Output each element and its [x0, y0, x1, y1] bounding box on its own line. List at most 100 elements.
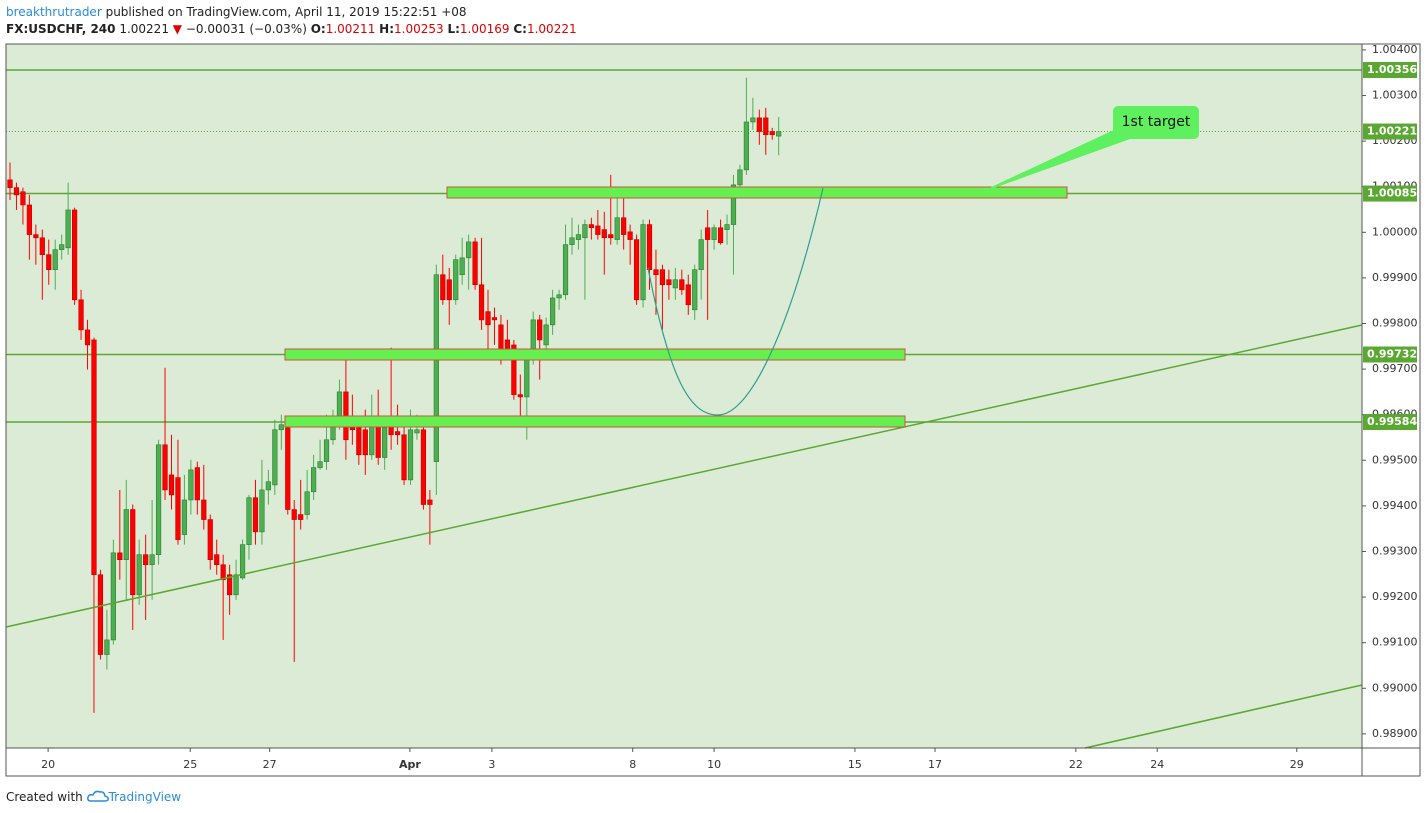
y-tick-label: 0.99000: [1372, 681, 1418, 694]
down-arrow: ▼: [172, 22, 183, 36]
price-label: 1.00085: [1367, 187, 1417, 200]
price-label: 1.00356: [1367, 63, 1417, 76]
candle-body: [685, 284, 691, 306]
x-tick-label: 24: [1150, 758, 1164, 771]
x-tick-label: 15: [848, 758, 862, 771]
candle-body: [394, 431, 401, 436]
candle-body: [46, 254, 52, 270]
x-tick-label: 17: [928, 758, 942, 771]
candle-body: [420, 429, 427, 505]
candle-body: [143, 554, 149, 566]
x-tick-label: 20: [41, 758, 55, 771]
candle-body: [298, 514, 304, 520]
frame: [5, 43, 1421, 777]
candle-body: [646, 224, 653, 270]
candle-body: [311, 467, 317, 493]
candle-body: [491, 317, 498, 321]
y-tick-label: 0.99300: [1372, 544, 1418, 557]
x-tick-label: 29: [1290, 758, 1304, 771]
candle-body: [711, 227, 717, 240]
candle-body: [679, 279, 685, 291]
price-label: 0.99584: [1367, 415, 1417, 428]
candle-body: [453, 259, 459, 301]
candle-body: [233, 574, 239, 596]
plot-background: [6, 44, 1362, 748]
candle-body: [362, 429, 368, 456]
candle-body: [743, 121, 749, 171]
ohlc-value: 1.00169: [459, 22, 510, 36]
x-tick-label: 8: [629, 758, 636, 771]
zone: [446, 186, 1068, 199]
ohlc-value: 1.00211: [325, 22, 376, 36]
x-tick-label: Apr: [399, 758, 421, 771]
last: 1.00221: [119, 22, 169, 36]
candle-body: [608, 234, 614, 239]
candle-body: [756, 117, 762, 132]
candle-body: [33, 234, 39, 239]
y-tick-label: 0.99900: [1372, 271, 1418, 284]
footer-text: Created with: [6, 790, 83, 804]
candle-body: [524, 359, 530, 398]
candle-body: [698, 239, 704, 270]
candle-body: [511, 344, 517, 395]
candle-body: [601, 229, 607, 239]
candle-body: [562, 244, 569, 296]
drawings: 1st target: [5, 106, 1363, 749]
y-tick-label: 0.99200: [1372, 590, 1418, 603]
curve: [647, 187, 824, 416]
candle-body: [26, 204, 32, 235]
axes: 1.004001.003001.002001.001001.000000.999…: [41, 43, 1417, 771]
candle-body: [614, 217, 620, 240]
candle-body: [227, 574, 233, 596]
trend-line: [1084, 684, 1363, 749]
chart: 1st target 1.004001.003001.002001.001001…: [5, 43, 1421, 777]
candle-body: [130, 509, 136, 596]
candle-body: [323, 439, 330, 462]
symbol: FX:USDCHF, 240: [6, 22, 116, 36]
candle-body: [181, 499, 188, 535]
header-line: FX:USDCHF, 240 1.00221 ▼ −0.00031 (−0.03…: [6, 21, 577, 38]
candle-body: [220, 564, 226, 581]
y-tick-label: 1.00400: [1372, 43, 1418, 56]
y-tick-label: 0.99400: [1372, 499, 1418, 512]
author[interactable]: breakthrutrader: [6, 5, 102, 19]
candle-body: [640, 224, 646, 301]
candle-body: [285, 427, 291, 510]
x-tick-label: 22: [1069, 758, 1083, 771]
candle-body: [265, 481, 271, 491]
price-label: 1.00221: [1367, 125, 1417, 138]
candle-body: [485, 311, 491, 326]
candle-body: [317, 461, 323, 468]
candle-body: [259, 489, 265, 533]
candle-body: [39, 237, 45, 255]
candle-body: [194, 467, 200, 501]
header: breakthrutrader published on TradingView…: [6, 4, 577, 38]
y-tick-label: 0.99100: [1372, 636, 1418, 649]
zone: [284, 348, 906, 361]
candle-body: [659, 269, 666, 286]
brand[interactable]: TradingView: [108, 790, 182, 804]
header-line: breakthrutrader published on TradingView…: [6, 4, 577, 21]
price-label-box: [1363, 61, 1417, 78]
candle-body: [239, 544, 246, 579]
candle-body: [478, 284, 485, 321]
candle-body: [621, 217, 627, 235]
candle-body: [123, 509, 129, 560]
candle-body: [672, 279, 678, 289]
candle-body: [52, 249, 58, 270]
candle-body: [769, 131, 775, 136]
candle-body: [201, 499, 207, 520]
candle-body: [627, 231, 633, 240]
candle-body: [356, 424, 362, 456]
candle-body: [401, 434, 407, 481]
candle-body: [168, 474, 175, 496]
change: −0.00031 (−0.03%): [185, 22, 307, 36]
candle-body: [59, 244, 65, 250]
candle-body: [543, 324, 549, 346]
ohlc-label: H:: [379, 22, 394, 36]
callout: [1113, 106, 1199, 139]
price-label-box: [1363, 413, 1417, 430]
candle-body: [214, 554, 220, 566]
candle-body: [595, 225, 601, 235]
